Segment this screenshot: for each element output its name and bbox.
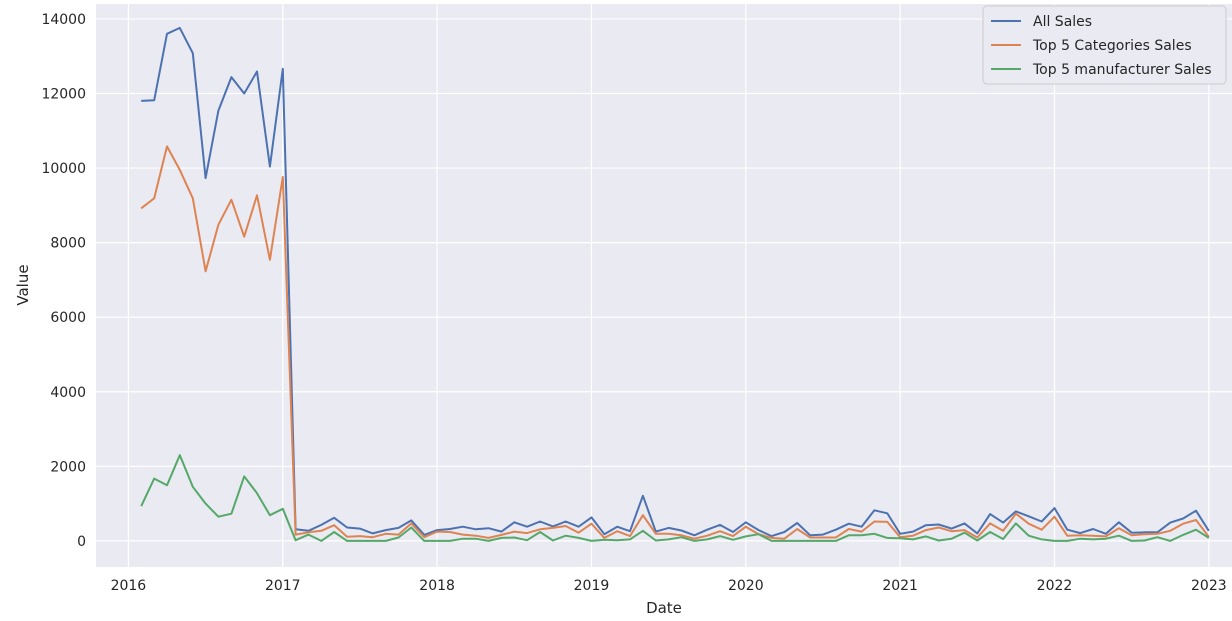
legend-label-2: Top 5 Categories Sales bbox=[1032, 38, 1192, 54]
x-tick-label: 2020 bbox=[728, 578, 764, 594]
y-tick-label: 8000 bbox=[50, 236, 86, 252]
plot-area bbox=[96, 4, 1232, 567]
x-tick-label: 2018 bbox=[419, 578, 455, 594]
x-tick-label: 2023 bbox=[1191, 578, 1227, 594]
legend: All Sales Top 5 Categories Sales Top 5 man… bbox=[982, 5, 1227, 85]
x-tick-labels: 2016 2017 2018 2019 2020 2021 2022 2023 bbox=[111, 578, 1227, 594]
x-tick-label: 2022 bbox=[1037, 578, 1073, 594]
legend-box bbox=[982, 5, 1227, 85]
series-line-3 bbox=[140, 454, 1210, 542]
y-axis-label: Value bbox=[14, 264, 32, 305]
y-tick-label: 4000 bbox=[50, 385, 86, 401]
y-tick-labels: 0 2000 4000 6000 8000 10000 12000 14000 bbox=[41, 12, 86, 550]
x-tick-label: 2021 bbox=[882, 578, 918, 594]
legend-label-1: All Sales bbox=[1033, 14, 1092, 30]
y-tick-label: 2000 bbox=[50, 459, 86, 475]
series-line-1 bbox=[141, 26, 1210, 538]
y-tick-label: 0 bbox=[77, 534, 86, 550]
grid-lines bbox=[96, 4, 1232, 567]
series-line-2 bbox=[140, 145, 1210, 540]
x-tick-label: 2017 bbox=[265, 578, 301, 594]
y-tick-label: 10000 bbox=[41, 161, 86, 177]
y-tick-label: 6000 bbox=[50, 310, 86, 326]
legend-label-3: Top 5 manufacturer Sales bbox=[1032, 62, 1212, 78]
y-tick-label: 14000 bbox=[41, 12, 86, 28]
y-tick-label: 12000 bbox=[41, 86, 86, 102]
x-tick-label: 2016 bbox=[111, 578, 147, 594]
series-lines bbox=[140, 26, 1210, 542]
x-axis-label: Date bbox=[646, 599, 682, 617]
x-tick-label: 2019 bbox=[574, 578, 610, 594]
